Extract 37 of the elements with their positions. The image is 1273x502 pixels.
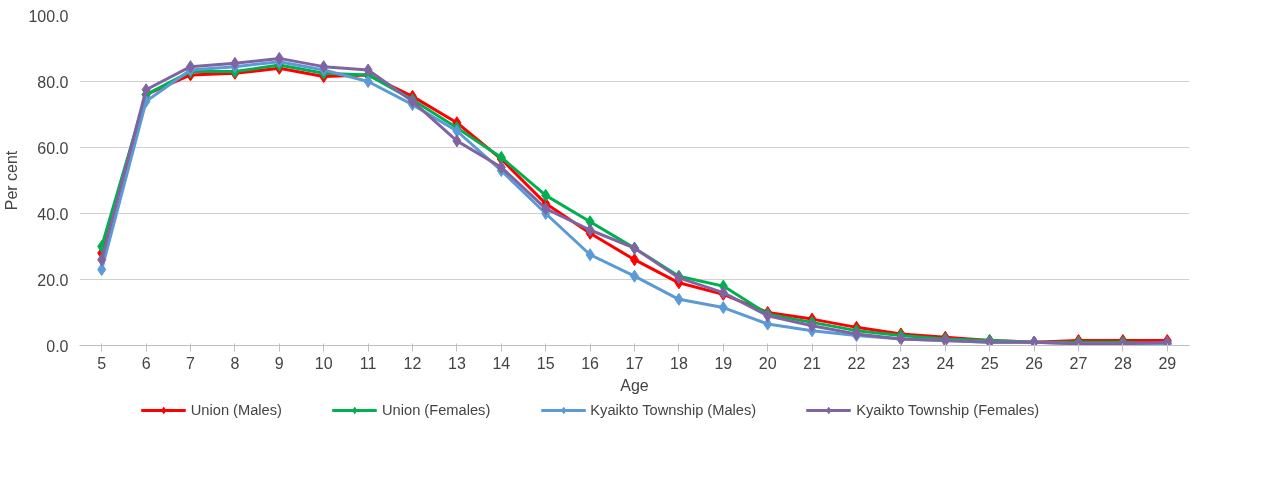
y-tick-label: 100.0	[28, 7, 69, 25]
y-tick-label: 80.0	[37, 73, 69, 91]
x-tick-label: 13	[448, 354, 466, 372]
legend-label: Kyaikto Township (Males)	[590, 402, 757, 418]
x-tick-label: 27	[1069, 354, 1088, 372]
x-tick-label: 22	[847, 354, 866, 372]
x-tick-label: 18	[670, 354, 688, 372]
x-tick-label: 20	[758, 354, 777, 372]
x-tick-label: 23	[892, 354, 910, 372]
x-tick-label: 26	[1025, 354, 1044, 372]
x-tick-label: 14	[492, 354, 511, 372]
legend-label: Union (Males)	[190, 402, 282, 418]
x-tick-label: 9	[274, 354, 284, 372]
x-tick-label: 10	[314, 354, 333, 372]
x-tick-label: 29	[1158, 354, 1177, 372]
x-tick-label: 8	[230, 354, 240, 372]
x-tick-label: 19	[714, 354, 733, 372]
x-tick-label: 6	[141, 354, 151, 372]
x-tick-label: 28	[1114, 354, 1132, 372]
x-tick-label: 15	[536, 354, 555, 372]
x-tick-label: 12	[403, 354, 422, 372]
x-tick-label: 25	[980, 354, 999, 372]
legend-label: Kyaikto Township (Females)	[856, 402, 1040, 418]
x-tick-label: 11	[359, 354, 377, 372]
x-axis-title: Age	[620, 376, 649, 394]
x-tick-label: 21	[803, 354, 822, 372]
x-tick-label: 7	[186, 354, 196, 372]
y-tick-label: 60.0	[37, 139, 69, 157]
x-tick-label: 17	[625, 354, 644, 372]
y-tick-label: 40.0	[37, 205, 69, 223]
y-axis-title: Per cent	[3, 150, 21, 211]
x-tick-label: 16	[581, 354, 600, 372]
y-tick-label: 0.0	[46, 337, 69, 355]
y-tick-label: 20.0	[37, 271, 69, 289]
x-tick-label: 24	[936, 354, 955, 372]
x-tick-label: 5	[97, 354, 107, 372]
legend-label: Union (Females)	[381, 402, 491, 418]
